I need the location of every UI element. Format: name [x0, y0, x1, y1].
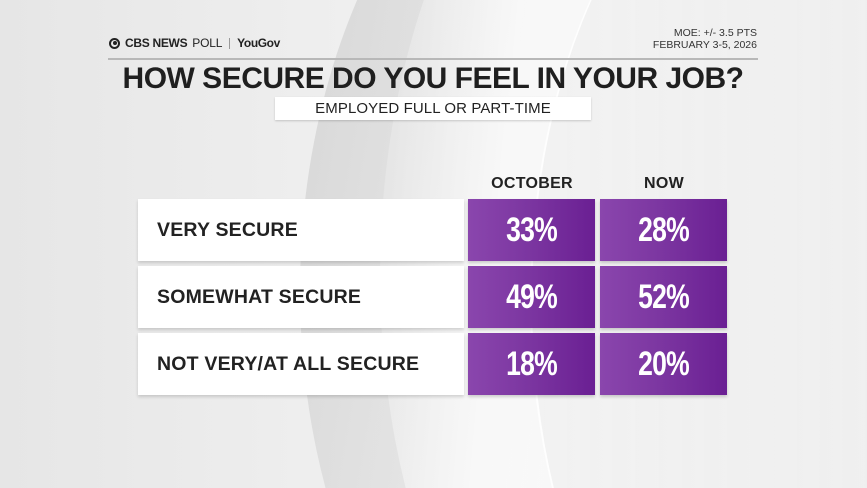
column-header-october: OCTOBER — [491, 175, 573, 192]
column-header-now: NOW — [643, 175, 684, 192]
value-cell-october: 49% — [468, 266, 595, 328]
logo-divider — [229, 37, 231, 49]
header-divider — [108, 58, 758, 60]
value-text: 33% — [506, 211, 558, 249]
value-cell-now: 28% — [600, 199, 727, 261]
value-cell-now: 52% — [600, 266, 727, 328]
value-text: 28% — [638, 211, 690, 249]
row-label: VERY SECURE — [138, 199, 464, 261]
poll-logo: CBS NEWS POLL YouGov — [109, 35, 280, 51]
cbs-eye-icon — [109, 37, 120, 49]
brand-network: CBS NEWS — [125, 36, 188, 50]
poll-meta: MOE: +/- 3.5 PTS FEBRUARY 3-5, 2026 — [653, 27, 757, 51]
margin-of-error: MOE: +/- 3.5 PTS — [673, 27, 757, 39]
value-text: 52% — [638, 278, 690, 316]
brand-product: POLL — [192, 36, 223, 50]
value-cell-now: 20% — [600, 333, 727, 395]
row-label: SOMEWHAT SECURE — [138, 266, 464, 328]
value-cell-october: 18% — [468, 333, 595, 395]
chart-subtitle: EMPLOYED FULL OR PART-TIME — [275, 97, 591, 120]
field-dates: FEBRUARY 3-5, 2026 — [652, 39, 757, 51]
value-text: 49% — [506, 278, 558, 316]
row-label: NOT VERY/AT ALL SECURE — [138, 333, 464, 395]
value-text: 20% — [638, 345, 690, 383]
value-text: 18% — [506, 345, 558, 383]
value-cell-october: 33% — [468, 199, 595, 261]
chart-title: HOW SECURE DO YOU FEEL IN YOUR JOB? — [122, 62, 744, 95]
brand-partner: YouGov — [237, 36, 280, 50]
